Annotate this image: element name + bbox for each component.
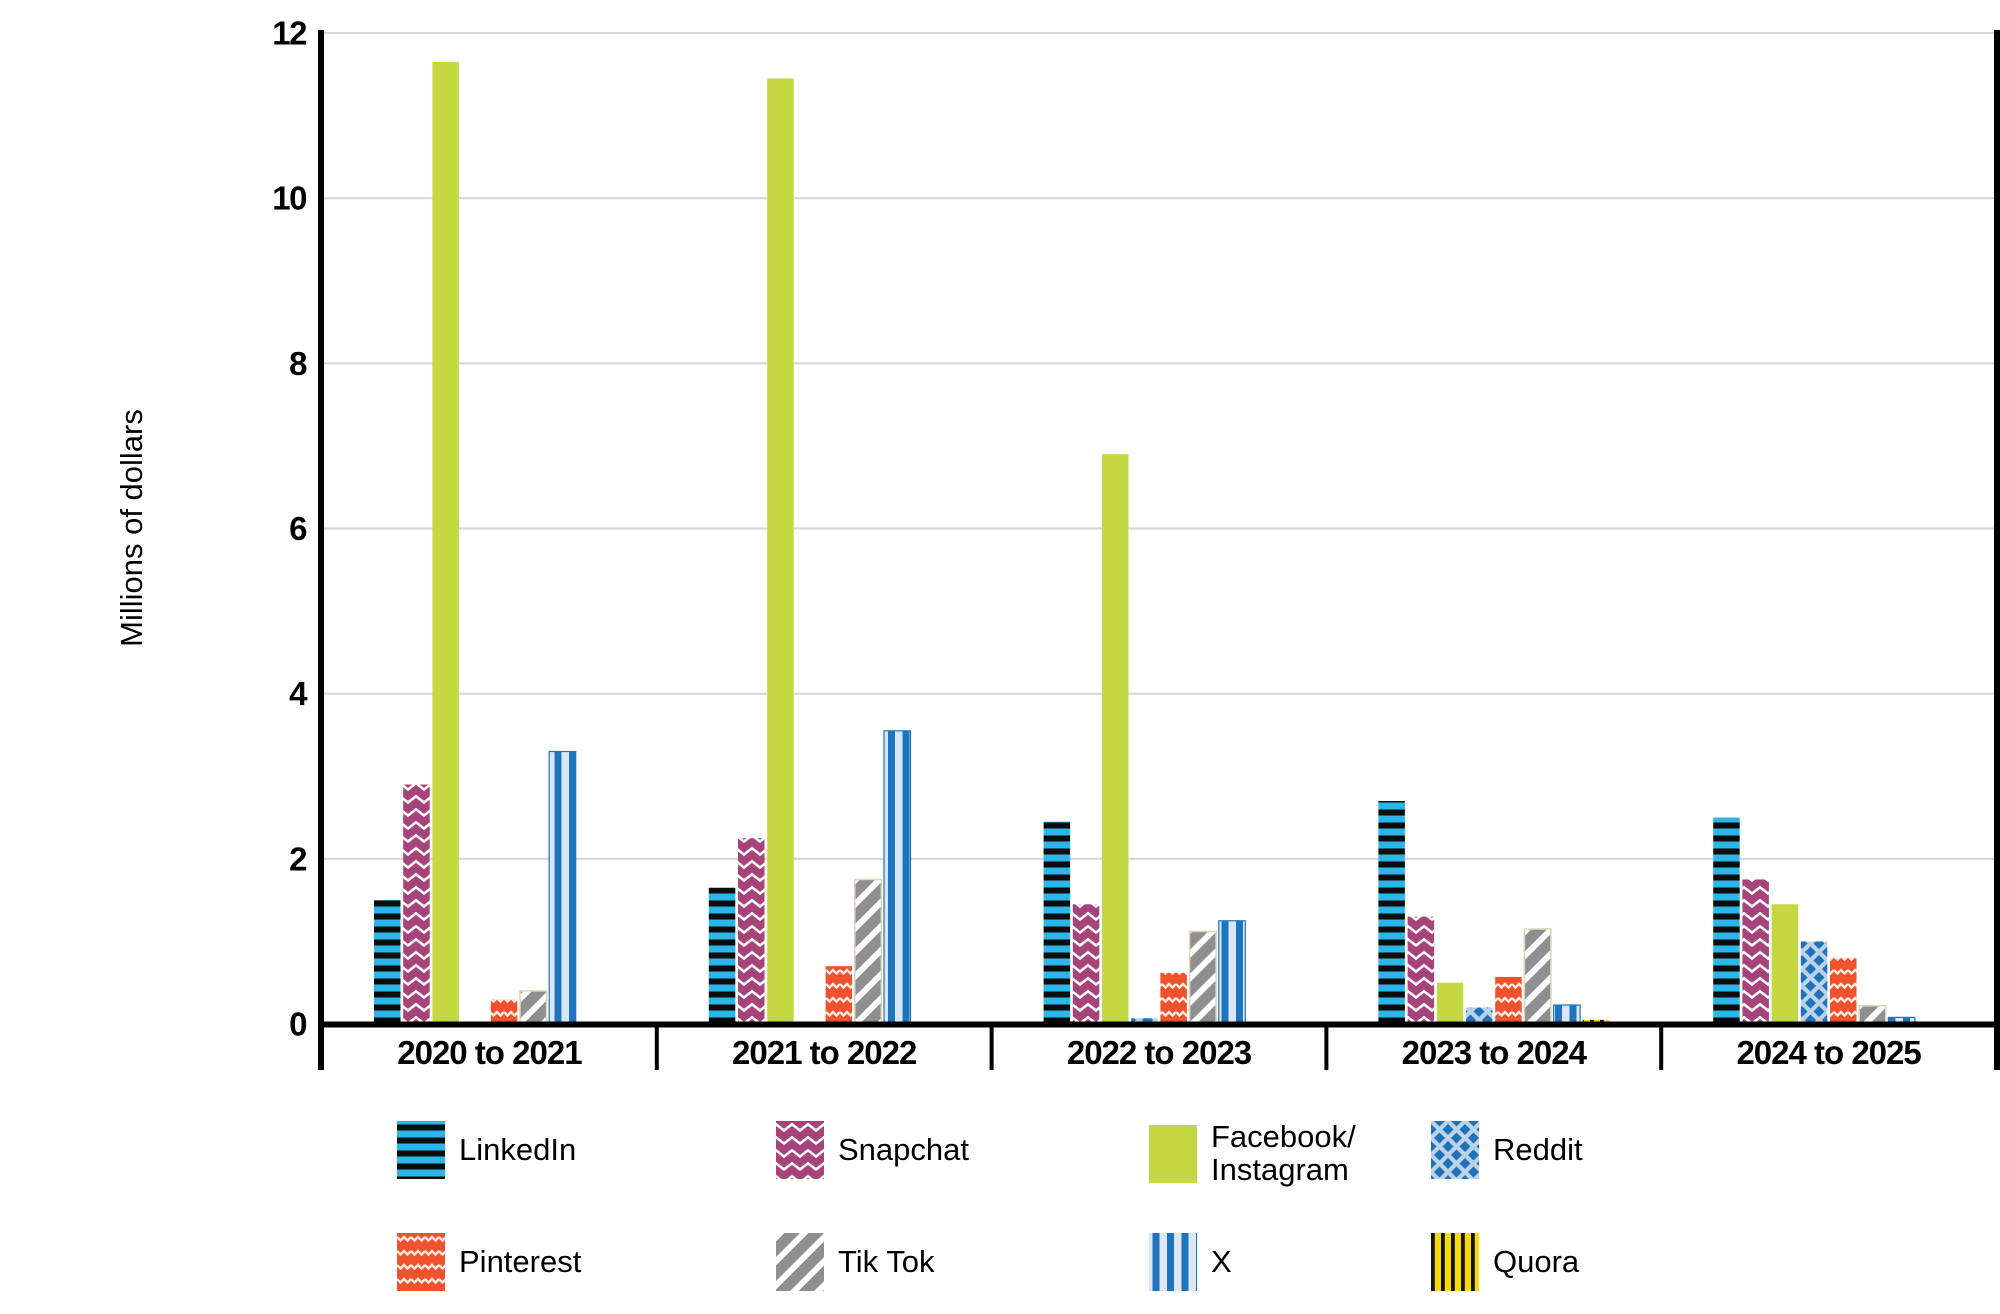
reddit-swatch-icon <box>1431 1121 1479 1179</box>
legend-item-pinterest: Pinterest <box>397 1233 581 1291</box>
linkedin-swatch-icon <box>397 1121 445 1179</box>
bar-tik-tok-2020-to-2021 <box>519 990 548 1025</box>
x-swatch-icon <box>1149 1233 1197 1291</box>
legend-item-reddit: Reddit <box>1431 1121 1583 1179</box>
x-axis-separator-tick <box>989 1024 994 1070</box>
x-axis-group-label: 2022 to 2023 <box>1067 1034 1252 1071</box>
x-axis-group-label: 2024 to 2025 <box>1736 1034 1921 1071</box>
bar-x-2021-to-2022 <box>883 730 912 1025</box>
bar-snapchat-2020-to-2021 <box>403 784 430 1024</box>
facebook-instagram-swatch-icon <box>1149 1124 1197 1183</box>
bar-facebook-instagram-2020-to-2021 <box>432 61 459 1025</box>
bar-facebook-instagram-2021-to-2022 <box>767 78 794 1025</box>
tik-tok-swatch-icon <box>776 1233 824 1291</box>
bar-tik-tok-2023-to-2024 <box>1523 928 1552 1025</box>
x-axis-line <box>318 1021 2000 1028</box>
bar-pinterest-2024-to-2025 <box>1830 957 1857 1024</box>
legend-label: Facebook/ Instagram <box>1211 1119 1356 1187</box>
x-axis-separator-tick <box>1324 1024 1329 1070</box>
x-axis-group-label: 2021 to 2022 <box>732 1034 917 1071</box>
pinterest-swatch-icon <box>397 1233 445 1291</box>
bar-linkedin-2020-to-2021 <box>374 900 401 1024</box>
legend-label: Reddit <box>1493 1131 1583 1167</box>
y-axis-line <box>318 30 324 1070</box>
bar-x-2023-to-2024 <box>1552 1004 1581 1025</box>
bar-facebook-instagram-2022-to-2023 <box>1102 454 1129 1024</box>
y-axis-title: Millions of dollars <box>114 409 149 647</box>
legend-item-linkedin: LinkedIn <box>397 1121 576 1179</box>
legend-item-facebook-instagram: Facebook/ Instagram <box>1149 1119 1356 1187</box>
bar-snapchat-2022-to-2023 <box>1072 904 1100 1024</box>
bar-snapchat-2024-to-2025 <box>1742 879 1769 1024</box>
bar-x-2020-to-2021 <box>548 750 577 1025</box>
legend-label: Quora <box>1493 1243 1580 1279</box>
bar-linkedin-2023-to-2024 <box>1378 801 1405 1024</box>
bar-reddit-2024-to-2025 <box>1800 941 1828 1024</box>
quora-swatch-icon <box>1431 1233 1479 1291</box>
y-tick-label: 10 <box>272 180 306 217</box>
legend-item-tik-tok: Tik Tok <box>776 1233 934 1291</box>
snapchat-swatch-icon <box>776 1121 824 1179</box>
legend-label: Tik Tok <box>838 1243 935 1279</box>
legend-item-snapchat: Snapchat <box>776 1121 969 1179</box>
y-tick-label: 4 <box>289 675 308 712</box>
legend-label: LinkedIn <box>459 1131 577 1167</box>
bar-linkedin-2021-to-2022 <box>708 887 736 1024</box>
bar-pinterest-2023-to-2024 <box>1495 976 1522 1024</box>
legend-label: X <box>1211 1243 1232 1279</box>
bar-linkedin-2024-to-2025 <box>1713 817 1740 1024</box>
x-axis-separator-tick <box>1659 1024 1664 1070</box>
legend-item-quora: Quora <box>1431 1233 1579 1291</box>
bar-tik-tok-2022-to-2023 <box>1188 930 1217 1025</box>
bar-pinterest-2020-to-2021 <box>490 999 518 1024</box>
bar-reddit-2022-to-2023 <box>1131 1018 1158 1024</box>
bar-linkedin-2022-to-2023 <box>1043 821 1071 1024</box>
bar-pinterest-2021-to-2022 <box>825 966 853 1024</box>
bar-tik-tok-2021-to-2022 <box>854 878 883 1025</box>
bar-snapchat-2023-to-2024 <box>1407 916 1435 1024</box>
y-tick-label: 8 <box>289 345 307 382</box>
legend-item-x: X <box>1149 1233 1232 1291</box>
x-axis-group-label: 2020 to 2021 <box>397 1034 582 1071</box>
bar-facebook-instagram-2024-to-2025 <box>1771 904 1799 1024</box>
legend-label: Pinterest <box>459 1243 582 1279</box>
bar-x-2022-to-2023 <box>1218 920 1246 1025</box>
y-tick-label: 12 <box>272 15 307 52</box>
legend-label: Snapchat <box>838 1131 969 1167</box>
y-tick-label: 2 <box>289 840 307 877</box>
x-axis-group-label: 2023 to 2024 <box>1402 1034 1588 1071</box>
bar-reddit-2023-to-2024 <box>1466 1007 1493 1024</box>
plot-right-border <box>1994 30 2000 1070</box>
x-axis-separator-tick <box>654 1024 659 1070</box>
y-tick-label: 6 <box>289 510 307 547</box>
bar-snapchat-2021-to-2022 <box>738 838 765 1024</box>
bar-facebook-instagram-2023-to-2024 <box>1436 982 1464 1024</box>
bar-tik-tok-2024-to-2025 <box>1858 1005 1887 1025</box>
bar-pinterest-2022-to-2023 <box>1160 972 1187 1024</box>
y-tick-label: 0 <box>289 1006 306 1043</box>
